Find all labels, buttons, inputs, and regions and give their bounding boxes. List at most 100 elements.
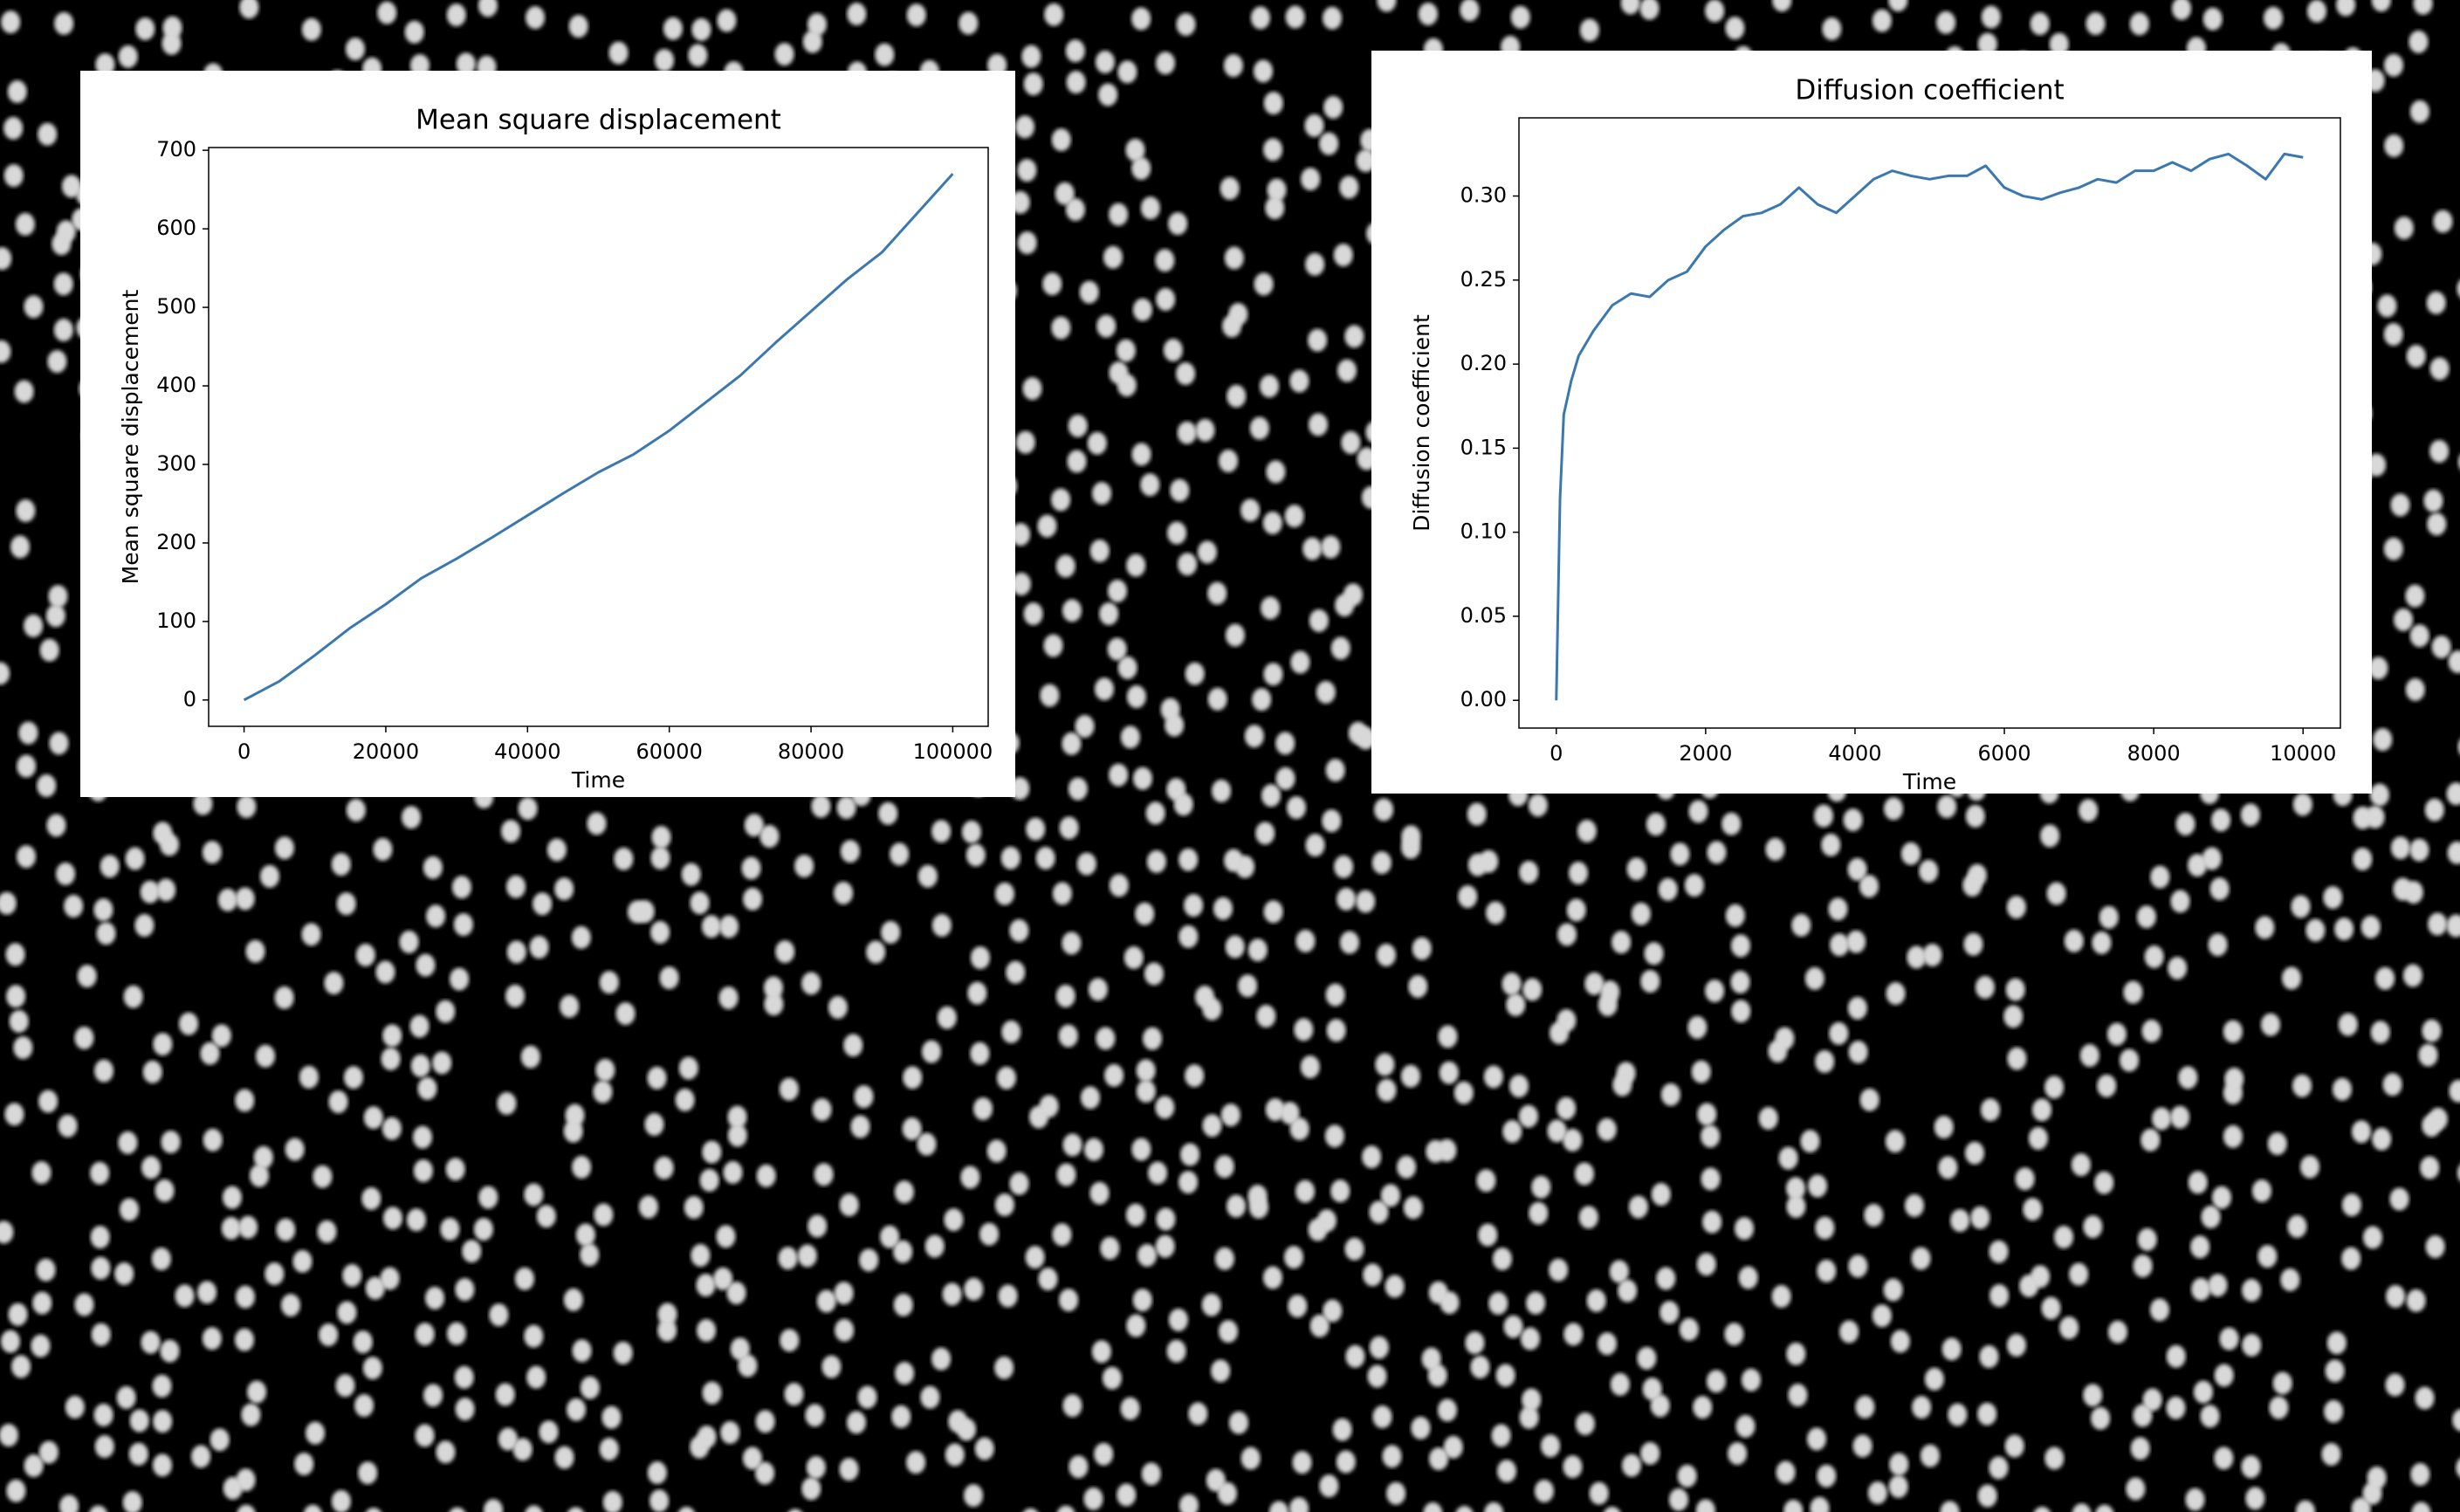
particle xyxy=(413,1159,433,1183)
particle xyxy=(36,1258,56,1282)
particle xyxy=(241,1403,261,1426)
particle xyxy=(784,1383,804,1406)
particle xyxy=(525,1505,543,1512)
particle xyxy=(1055,554,1075,578)
x-tick-label: 2000 xyxy=(1679,741,1732,766)
particle xyxy=(1883,1278,1903,1302)
particle xyxy=(45,604,65,628)
particle xyxy=(1725,904,1745,927)
particle xyxy=(587,812,607,835)
particle xyxy=(2123,980,2143,1004)
particle xyxy=(426,904,446,928)
particle xyxy=(1356,890,1376,913)
particle xyxy=(974,1437,994,1460)
particle xyxy=(436,1000,456,1023)
particle xyxy=(377,1,397,24)
particle xyxy=(1059,816,1079,840)
particle xyxy=(2409,624,2429,648)
particle xyxy=(2191,1277,2211,1301)
particle xyxy=(1256,1005,1276,1028)
particle xyxy=(1934,1116,1954,1139)
particle xyxy=(2291,895,2311,918)
particle xyxy=(317,1220,337,1243)
particle xyxy=(701,915,721,938)
particle xyxy=(2083,1384,2103,1407)
particle xyxy=(657,1302,677,1326)
particle xyxy=(151,1247,171,1271)
particle xyxy=(1520,1327,1540,1350)
particle xyxy=(1377,943,1397,966)
particle xyxy=(1706,1370,1726,1393)
particle xyxy=(1219,450,1239,473)
particle xyxy=(1950,1209,1970,1233)
x-tick-label: 10000 xyxy=(2270,741,2336,766)
particle xyxy=(399,931,419,954)
particle xyxy=(1333,244,1353,267)
particle xyxy=(1772,0,1792,12)
particle xyxy=(644,1113,664,1137)
particle xyxy=(1039,1095,1059,1118)
particle xyxy=(931,914,952,938)
particle xyxy=(970,946,990,970)
particle xyxy=(699,1169,719,1192)
particle xyxy=(1363,1263,1383,1287)
particle xyxy=(0,662,10,685)
particle xyxy=(2406,344,2426,368)
particle xyxy=(2427,512,2447,536)
particle xyxy=(301,923,321,946)
particle xyxy=(1305,834,1325,857)
particle xyxy=(1362,1145,1382,1169)
particle xyxy=(520,1045,540,1069)
particle xyxy=(1066,71,1086,94)
particle xyxy=(1400,1064,1420,1088)
particle xyxy=(2006,1334,2026,1357)
particle xyxy=(890,842,910,866)
particle xyxy=(221,1216,241,1240)
particle xyxy=(1510,5,1530,29)
particle xyxy=(451,876,471,899)
particle xyxy=(1224,246,1244,270)
particle xyxy=(1339,175,1359,199)
particle xyxy=(1023,72,1043,96)
particle xyxy=(2384,134,2404,157)
particle xyxy=(1227,384,1247,408)
particle xyxy=(2411,1502,2431,1512)
particle xyxy=(1768,1040,1788,1063)
particle xyxy=(1068,777,1088,801)
particle xyxy=(1367,1364,1387,1388)
particle xyxy=(1839,1320,1859,1344)
particle xyxy=(2446,782,2460,806)
particle xyxy=(2424,798,2444,821)
particle xyxy=(1062,931,1082,955)
particle xyxy=(614,847,634,870)
particle xyxy=(1155,249,1175,272)
particle xyxy=(802,30,822,53)
particle xyxy=(779,1077,799,1101)
particle xyxy=(93,898,113,922)
particle xyxy=(1693,1396,1713,1419)
particle xyxy=(1316,680,1336,704)
particle xyxy=(1217,1481,1237,1505)
particle xyxy=(1262,512,1282,535)
particle xyxy=(568,15,588,38)
particle xyxy=(1289,369,1309,393)
particle xyxy=(53,272,73,296)
particle xyxy=(1651,1183,1671,1206)
y-tick-label: 600 xyxy=(156,216,196,240)
particle xyxy=(1786,1177,1806,1200)
particle xyxy=(1786,1342,1806,1365)
particle xyxy=(1098,83,1118,107)
particle xyxy=(197,1281,217,1304)
particle xyxy=(647,1066,667,1089)
particle xyxy=(440,1217,460,1241)
particle xyxy=(1670,842,1690,866)
particle xyxy=(2133,1254,2153,1278)
particle xyxy=(1104,1063,1124,1087)
particle xyxy=(2030,12,2050,36)
particle xyxy=(723,1161,743,1185)
particle xyxy=(1261,784,1282,808)
particle xyxy=(1977,32,1997,56)
particle xyxy=(1316,1209,1337,1233)
particle xyxy=(1337,888,1357,911)
particle xyxy=(1465,1331,1485,1355)
